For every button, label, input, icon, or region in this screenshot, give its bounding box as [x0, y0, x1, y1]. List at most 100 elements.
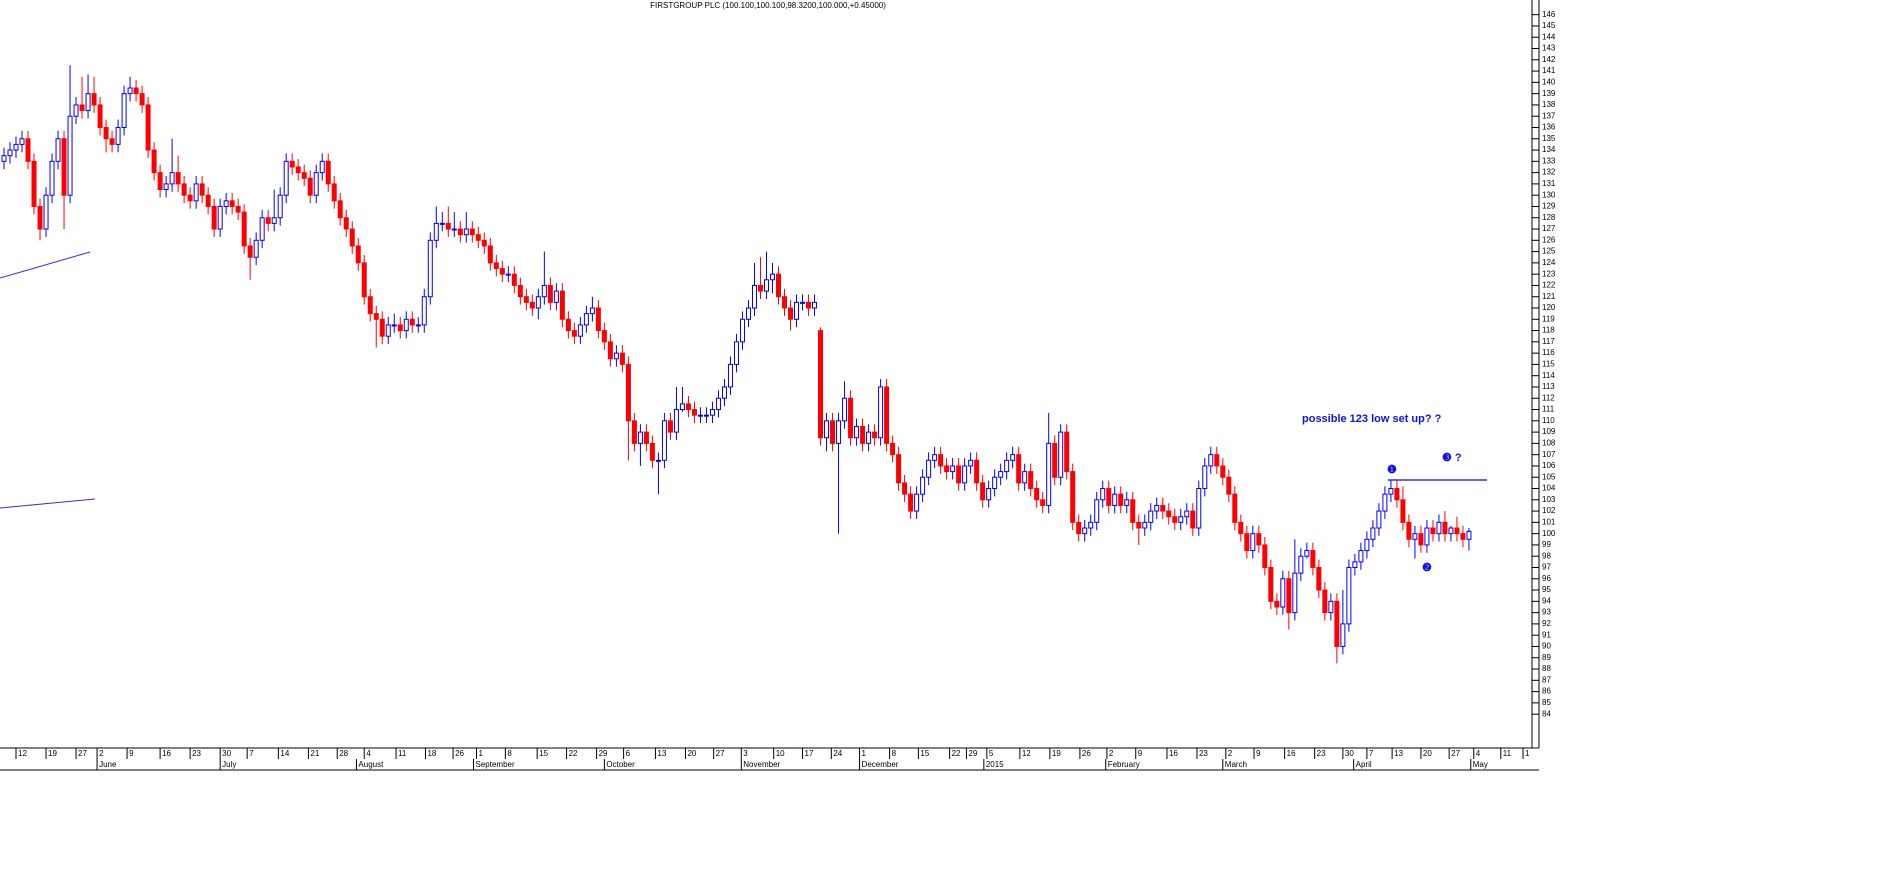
y-tick-label: 102 [1542, 506, 1556, 515]
candle-body [391, 324, 397, 327]
candle-body [956, 465, 962, 484]
x-tick-label: 19 [1052, 749, 1061, 758]
candle-body [709, 409, 715, 416]
candle-body [830, 420, 836, 444]
month-label: August [358, 760, 384, 769]
x-tick-label: 15 [539, 749, 548, 758]
candle-body [181, 183, 187, 196]
candle-body [589, 307, 595, 315]
candle-body [1442, 521, 1448, 535]
month-label: February [1108, 760, 1140, 769]
candle-body [1400, 499, 1406, 523]
y-tick-label: 138 [1542, 100, 1556, 109]
candle-body [247, 245, 253, 258]
candle-body [115, 126, 121, 145]
candle-body [13, 143, 19, 151]
x-tick-label: 19 [48, 749, 57, 758]
x-tick-label: 9 [1138, 749, 1143, 758]
candle-body [1376, 510, 1382, 529]
x-tick-label: 23 [1199, 749, 1208, 758]
y-tick-label: 116 [1542, 348, 1555, 357]
month-label: May [1473, 760, 1488, 769]
candle-body [1178, 516, 1184, 523]
y-tick-label: 95 [1542, 585, 1551, 594]
y-tick-label: 90 [1542, 642, 1551, 651]
candle-body [1436, 521, 1442, 535]
y-tick-label: 121 [1542, 292, 1556, 301]
candle-body [463, 228, 469, 236]
x-tick-label: 8 [892, 749, 897, 758]
candle-body [788, 307, 794, 320]
candle-body [1112, 493, 1118, 506]
candle-body [896, 454, 902, 484]
x-tick-label: 12 [18, 749, 27, 758]
candle-body [1214, 454, 1220, 467]
y-tick-label: 93 [1542, 608, 1551, 617]
y-tick-label: 119 [1542, 314, 1555, 323]
candle-body [776, 273, 782, 298]
candle-body [1250, 533, 1256, 552]
candle-body [1304, 550, 1310, 557]
annotation: possible 123 low set up? ? [1302, 413, 1442, 425]
x-tick-label: 12 [1022, 749, 1031, 758]
candle-body [409, 318, 415, 326]
candle-body [1184, 510, 1190, 518]
candle-body [1454, 527, 1460, 535]
candle-body [169, 172, 175, 185]
candle-body [1262, 544, 1268, 568]
candle-body [685, 403, 691, 411]
candle-body [331, 183, 337, 202]
candle-body [1232, 493, 1238, 523]
candle-body [1226, 476, 1232, 495]
candle-body [343, 217, 349, 230]
candle-body [625, 363, 631, 422]
x-tick-label: 1 [479, 749, 484, 758]
y-tick-label: 107 [1542, 450, 1556, 459]
x-tick-label: 23 [192, 749, 201, 758]
x-tick-label: 22 [569, 749, 578, 758]
candle-body [920, 476, 926, 495]
candle-body [1208, 454, 1214, 467]
month-label: December [862, 760, 899, 769]
x-tick-label: 27 [78, 749, 87, 758]
candle-body [757, 284, 763, 292]
y-tick-label: 99 [1542, 540, 1551, 549]
candle-body [764, 279, 769, 292]
candle-body [109, 138, 115, 145]
x-tick-label: 7 [1369, 749, 1374, 758]
y-tick-label: 108 [1542, 438, 1556, 447]
candle-body [493, 262, 499, 270]
candle-body [61, 138, 67, 196]
y-tick-label: 139 [1542, 89, 1556, 98]
candle-body [631, 420, 637, 444]
y-tick-label: 94 [1542, 596, 1551, 605]
y-tick-label: 141 [1542, 66, 1556, 75]
candle-body [67, 115, 73, 196]
x-tick-label: 15 [920, 749, 929, 758]
y-tick-label: 118 [1542, 326, 1555, 335]
y-tick-label: 127 [1542, 224, 1556, 233]
candle-body [1268, 566, 1274, 602]
candle-body [79, 104, 85, 112]
y-tick-label: 104 [1542, 484, 1556, 493]
candle-body [1424, 527, 1430, 546]
y-tick-label: 106 [1542, 461, 1556, 470]
month-label: July [222, 760, 236, 769]
y-tick-label: 96 [1542, 574, 1551, 583]
candle-body [938, 454, 944, 467]
candle-body [43, 194, 49, 230]
x-tick-label: 13 [657, 749, 666, 758]
candle-body [1238, 521, 1244, 535]
y-tick-label: 110 [1542, 416, 1555, 425]
candle-body [157, 172, 163, 191]
x-tick-label: 3 [743, 749, 748, 758]
candle-body [553, 290, 559, 303]
x-tick-label: 27 [716, 749, 725, 758]
candle-body [1070, 471, 1076, 523]
candle-body [595, 307, 601, 332]
candle-body [367, 296, 373, 315]
y-tick-label: 131 [1542, 179, 1556, 188]
candle-body [854, 425, 860, 439]
y-tick-label: 113 [1542, 382, 1555, 391]
